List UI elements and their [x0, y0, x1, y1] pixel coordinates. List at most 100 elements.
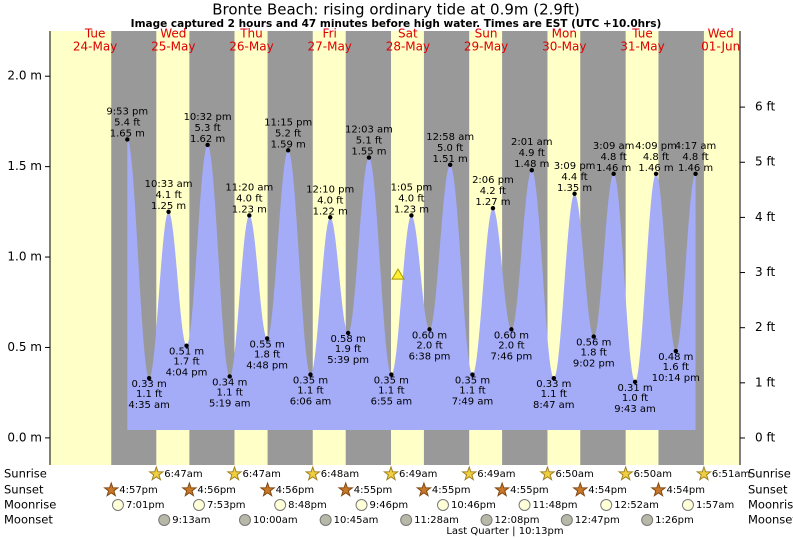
tide-m: 0.33 m — [132, 379, 167, 390]
tide-ft: 4.0 ft — [398, 193, 424, 204]
tide-ft: 4.8 ft — [600, 152, 626, 163]
tide-m: 0.55 m — [250, 339, 285, 350]
y2-tick-label: 0 ft — [755, 430, 775, 444]
sunset-time: 4:55pm — [354, 485, 393, 496]
day-name: Tue — [84, 27, 106, 41]
tide-point — [509, 327, 514, 332]
tide-point — [366, 155, 372, 160]
tide-point — [285, 148, 291, 153]
tide-ft: 1.1 ft — [459, 386, 485, 397]
tide-time: 2:01 am — [511, 137, 553, 148]
sunset-icon — [181, 481, 198, 497]
day-date: 26-May — [229, 40, 273, 54]
tide-ft: 4.8 ft — [682, 152, 708, 163]
tide-m: 1.46 m — [678, 163, 713, 174]
tide-point — [166, 209, 171, 215]
day-date: 27-May — [307, 40, 351, 54]
tide-ft: 2.0 ft — [416, 340, 442, 351]
tide-m: 1.23 m — [394, 204, 429, 215]
sunset-time: 4:54pm — [666, 485, 705, 496]
day-name: Sun — [475, 27, 498, 41]
day-date: 28-May — [386, 40, 430, 54]
sunset-time: 4:56pm — [276, 485, 315, 496]
sunrise-icon — [382, 465, 400, 481]
sunset-icon — [103, 481, 120, 497]
day-name: Thu — [239, 27, 263, 41]
tide-ft: 1.8 ft — [581, 348, 607, 359]
tide-point — [345, 330, 351, 336]
moonset-icon — [238, 514, 251, 526]
tide-time: 3:09 am — [593, 141, 635, 152]
tide-m: 1.27 m — [475, 197, 510, 208]
sunset-icon — [259, 481, 276, 497]
moonset-icon — [158, 514, 171, 526]
y-tick-label: 1.5 m — [7, 159, 42, 173]
moonrise-icon — [192, 499, 205, 511]
moonset-time: 1:26pm — [655, 515, 694, 526]
sunrise-time: 6:47am — [243, 469, 281, 480]
tide-time: 5:39 pm — [327, 355, 369, 366]
moonrise-time: 12:52am — [614, 500, 659, 511]
moonset-time: 12:47pm — [575, 515, 620, 526]
tide-m: 1.46 m — [638, 163, 673, 174]
tide-area — [127, 139, 696, 430]
tide-time: 2:06 pm — [472, 175, 514, 186]
tide-time: 5:19 am — [209, 398, 251, 409]
moonrise-icon — [600, 499, 613, 511]
tide-m: 1.59 m — [271, 139, 306, 150]
sunset-icon — [337, 481, 354, 497]
sunrise-icon — [695, 465, 713, 481]
moonset-time: 9:13am — [172, 515, 210, 526]
moonrise-time: 7:01pm — [126, 500, 165, 511]
tide-ft: 1.8 ft — [254, 349, 280, 360]
moonrise-icon — [681, 499, 694, 511]
current-level — [391, 268, 405, 280]
tide-time: 4:48 pm — [246, 360, 288, 371]
chart-title: Bronte Beach: rising ordinary tide at 0.… — [212, 1, 579, 19]
tide-ft: 1.1 ft — [297, 386, 323, 397]
row-label: Sunset — [748, 483, 788, 497]
y2-tick-label: 3 ft — [755, 265, 775, 279]
day-name: Tue — [631, 27, 653, 41]
row-label: Sunrise — [4, 467, 47, 481]
tide-ft: 4.0 ft — [317, 195, 343, 206]
tide-ft: 4.0 ft — [236, 193, 262, 204]
sunset-icon — [494, 481, 511, 497]
sunset-time: 4:57pm — [119, 485, 158, 496]
moonrise-icon — [274, 499, 287, 511]
sunrise-time: 6:48am — [321, 469, 359, 480]
tide-time: 7:49 am — [452, 397, 494, 408]
day-name: Wed — [160, 27, 186, 41]
tide-time: 10:33 am — [145, 179, 193, 190]
y2-tick-label: 2 ft — [755, 320, 775, 334]
sunrise-icon — [539, 465, 556, 481]
day-name: Wed — [708, 27, 734, 41]
tide-m: 1.46 m — [596, 163, 631, 174]
y-tick-label: 0.0 m — [7, 430, 42, 444]
tide-time: 12:58 am — [426, 132, 474, 143]
tide-point — [673, 348, 679, 354]
moonset-time: 12:08pm — [495, 515, 540, 526]
moonrise-icon — [436, 499, 449, 511]
tide-point — [227, 374, 232, 379]
tide-ft: 4.4 ft — [561, 172, 587, 183]
tide-point — [591, 334, 596, 339]
moonrise-icon — [355, 499, 368, 511]
tide-m: 0.33 m — [536, 379, 571, 390]
tide-ft: 1.7 ft — [173, 357, 199, 368]
tide-point — [693, 171, 698, 177]
moonrise-time: 1:57am — [696, 500, 734, 511]
tide-m: 1.22 m — [313, 206, 348, 217]
sunrise-time: 6:50am — [555, 469, 593, 480]
tide-time: 9:02 pm — [573, 359, 615, 370]
sunset-icon — [572, 481, 589, 497]
sunrise-icon — [304, 465, 321, 481]
y2-tick-label: 4 ft — [755, 210, 775, 224]
tide-point — [205, 142, 210, 148]
tide-time: 7:46 pm — [491, 351, 533, 362]
tide-time: 6:06 am — [290, 397, 332, 408]
tide-ft: 5.2 ft — [275, 128, 301, 139]
tide-ft: 5.4 ft — [114, 118, 140, 129]
